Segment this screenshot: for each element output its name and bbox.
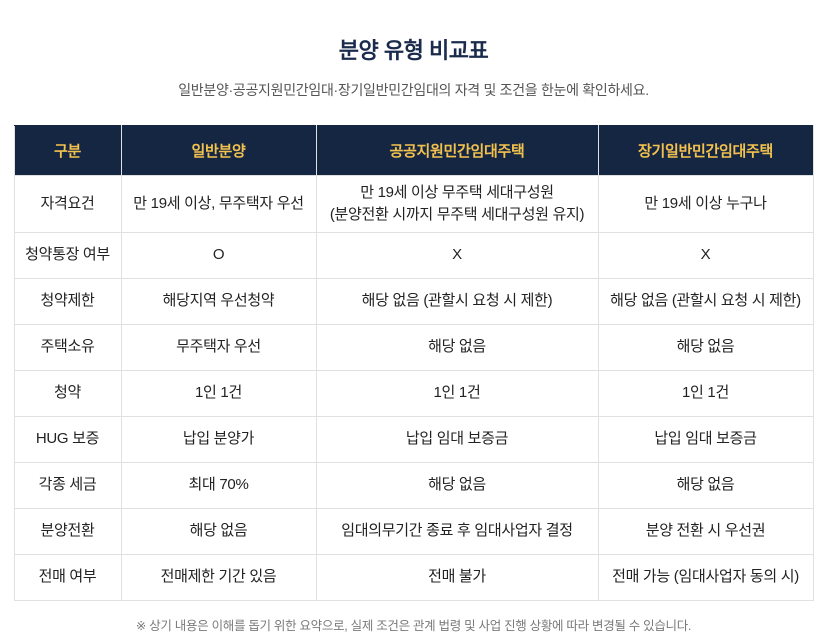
column-header: 공공지원민간임대주택 xyxy=(315,125,599,176)
table-row: 자격요건 만 19세 이상, 무주택자 우선 만 19세 이상 무주택 세대구성원 … xyxy=(13,175,814,233)
row-label: 분양전환 xyxy=(13,507,122,555)
table-row: 주택소유 무주택자 우선 해당 없음 해당 없음 xyxy=(13,323,814,371)
table-cell: 납입 분양가 xyxy=(120,415,317,463)
row-label: 주택소유 xyxy=(13,323,122,371)
table-row: 각종 세금 최대 70% 해당 없음 해당 없음 xyxy=(13,461,814,509)
table-cell: 만 19세 이상, 무주택자 우선 xyxy=(120,175,317,233)
column-header: 장기일반민간임대주택 xyxy=(597,125,814,176)
comparison-table: 구분 일반분양 공공지원민간임대주택 장기일반민간임대주택 자격요건 만 19세 이상,… xyxy=(13,125,814,601)
table-cell: 전매제한 기간 있음 xyxy=(120,553,317,601)
table-cell: 해당 없음 xyxy=(120,507,317,555)
table-cell: 1인 1건 xyxy=(597,369,814,417)
table-cell: 만 19세 이상 무주택 세대구성원 (분양전환 시까지 무주택 세대구성원 유… xyxy=(315,175,599,233)
table-cell: 해당 없음 xyxy=(597,323,814,371)
table-cell: 1인 1건 xyxy=(315,369,599,417)
table-cell: 1인 1건 xyxy=(120,369,317,417)
table-body: 자격요건 만 19세 이상, 무주택자 우선 만 19세 이상 무주택 세대구성원 … xyxy=(13,175,814,601)
table-row: 청약 1인 1건 1인 1건 1인 1건 xyxy=(13,369,814,417)
page-subtitle: 일반분양·공공지원민간임대·장기일반민간임대의 자격 및 조건을 한눈에 확인하… xyxy=(178,82,649,98)
table-cell: 전매 불가 xyxy=(315,553,599,601)
row-label: 자격요건 xyxy=(13,175,122,233)
row-label: 전매 여부 xyxy=(13,553,122,601)
table-cell: 해당 없음 (관할시 요청 시 제한) xyxy=(315,277,599,325)
page-title: 분양 유형 비교표 xyxy=(338,38,489,63)
table-header-row: 구분 일반분양 공공지원민간임대주택 장기일반민간임대주택 xyxy=(13,125,814,176)
row-label: HUG 보증 xyxy=(13,415,122,463)
table-row: 전매 여부 전매제한 기간 있음 전매 불가 전매 가능 (임대사업자 동의 시) xyxy=(13,553,814,601)
table-row: HUG 보증 납입 분양가 납입 임대 보증금 납입 임대 보증금 xyxy=(13,415,814,463)
row-label: 청약 xyxy=(13,369,122,417)
table-cell: 해당 없음 xyxy=(597,461,814,509)
column-header: 일반분양 xyxy=(120,125,317,176)
table-cell: O xyxy=(120,231,317,279)
table-cell: 만 19세 이상 누구나 xyxy=(597,175,814,233)
table-row: 청약제한 해당지역 우선청약 해당 없음 (관할시 요청 시 제한) 해당 없음 (관… xyxy=(13,277,814,325)
table-cell: 납입 임대 보증금 xyxy=(597,415,814,463)
table-cell: 해당지역 우선청약 xyxy=(120,277,317,325)
column-header: 구분 xyxy=(13,125,122,176)
header-row: 구분 일반분양 공공지원민간임대주택 장기일반민간임대주택 xyxy=(13,125,814,176)
table-cell: 임대의무기간 종료 후 임대사업자 결정 xyxy=(315,507,599,555)
table-cell: 해당 없음 (관할시 요청 시 제한) xyxy=(597,277,814,325)
row-label: 청약통장 여부 xyxy=(13,231,122,279)
table-cell: 전매 가능 (임대사업자 동의 시) xyxy=(597,553,814,601)
table-cell: 해당 없음 xyxy=(315,461,599,509)
table-cell: 무주택자 우선 xyxy=(120,323,317,371)
row-label: 청약제한 xyxy=(13,277,122,325)
table-cell: X xyxy=(315,231,599,279)
table-cell: 분양 전환 시 우선권 xyxy=(597,507,814,555)
table-cell: 납입 임대 보증금 xyxy=(315,415,599,463)
row-label: 각종 세금 xyxy=(13,461,122,509)
table-row: 분양전환 해당 없음 임대의무기간 종료 후 임대사업자 결정 분양 전환 시 우선권 xyxy=(13,507,814,555)
table-cell: 최대 70% xyxy=(120,461,317,509)
table-cell: X xyxy=(597,231,814,279)
table-cell: 해당 없음 xyxy=(315,323,599,371)
table-row: 청약통장 여부 O X X xyxy=(13,231,814,279)
footnote: ※ 상기 내용은 이해를 돕기 위한 요약으로, 실제 조건은 관계 법령 및 … xyxy=(135,618,692,633)
